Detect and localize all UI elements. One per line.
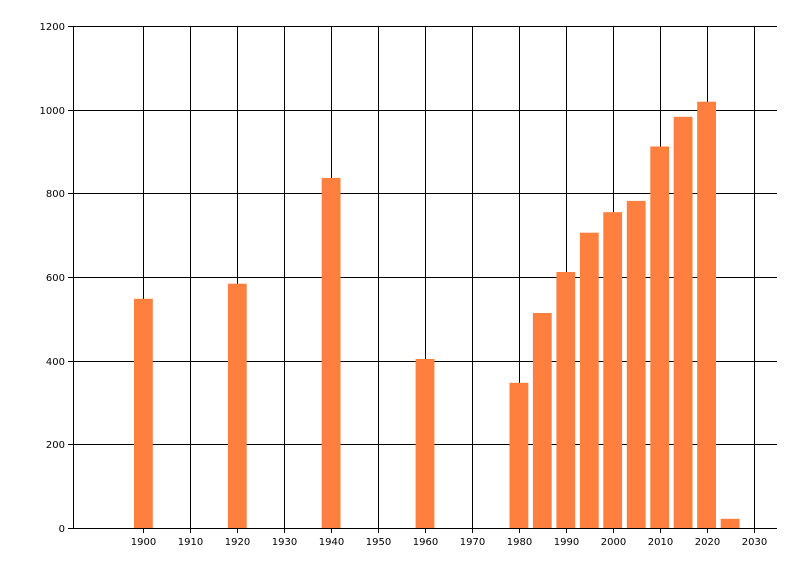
x-tick-label: 1900: [131, 537, 156, 548]
y-tick-label: 800: [46, 189, 65, 200]
bar: [673, 116, 693, 529]
x-tick-label: 1970: [460, 537, 485, 548]
bar: [532, 313, 552, 528]
bar: [509, 382, 529, 528]
bar: [626, 200, 646, 528]
y-tick-label: 1200: [40, 22, 65, 33]
y-tick-label: 200: [46, 440, 65, 451]
x-tick-label: 2020: [695, 537, 720, 548]
bar: [321, 177, 341, 528]
x-tick-label: 1920: [225, 537, 250, 548]
x-tick-label: 1960: [413, 537, 438, 548]
bar: [227, 283, 247, 528]
bar: [415, 359, 435, 528]
y-tick-label: 600: [46, 273, 65, 284]
tick-labels-layer: 0 200 400 600 800 1000 1200 1900 1910 1920 1930 194…: [40, 22, 768, 548]
axes-layer: [73, 26, 777, 529]
x-tick-label: 1950: [366, 537, 391, 548]
bar: [556, 272, 576, 528]
x-tick-label: 1990: [554, 537, 579, 548]
x-tick-label: 1980: [507, 537, 532, 548]
x-tick-label: 2030: [742, 537, 767, 548]
y-tick-label: 0: [59, 524, 65, 535]
bar: [134, 298, 153, 528]
bar: [650, 146, 670, 528]
y-tick-label: 400: [46, 357, 65, 368]
bar: [720, 518, 740, 528]
x-tick-label: 1940: [319, 537, 344, 548]
x-tick-label: 1930: [272, 537, 297, 548]
x-tick-label: 2010: [648, 537, 673, 548]
bars-layer: [134, 101, 740, 529]
y-tick-label: 1000: [40, 106, 65, 117]
bar: [697, 101, 716, 528]
x-tick-label: 1910: [178, 537, 203, 548]
bar: [579, 232, 599, 528]
bar: [603, 212, 623, 528]
x-tick-label: 2000: [601, 537, 626, 548]
